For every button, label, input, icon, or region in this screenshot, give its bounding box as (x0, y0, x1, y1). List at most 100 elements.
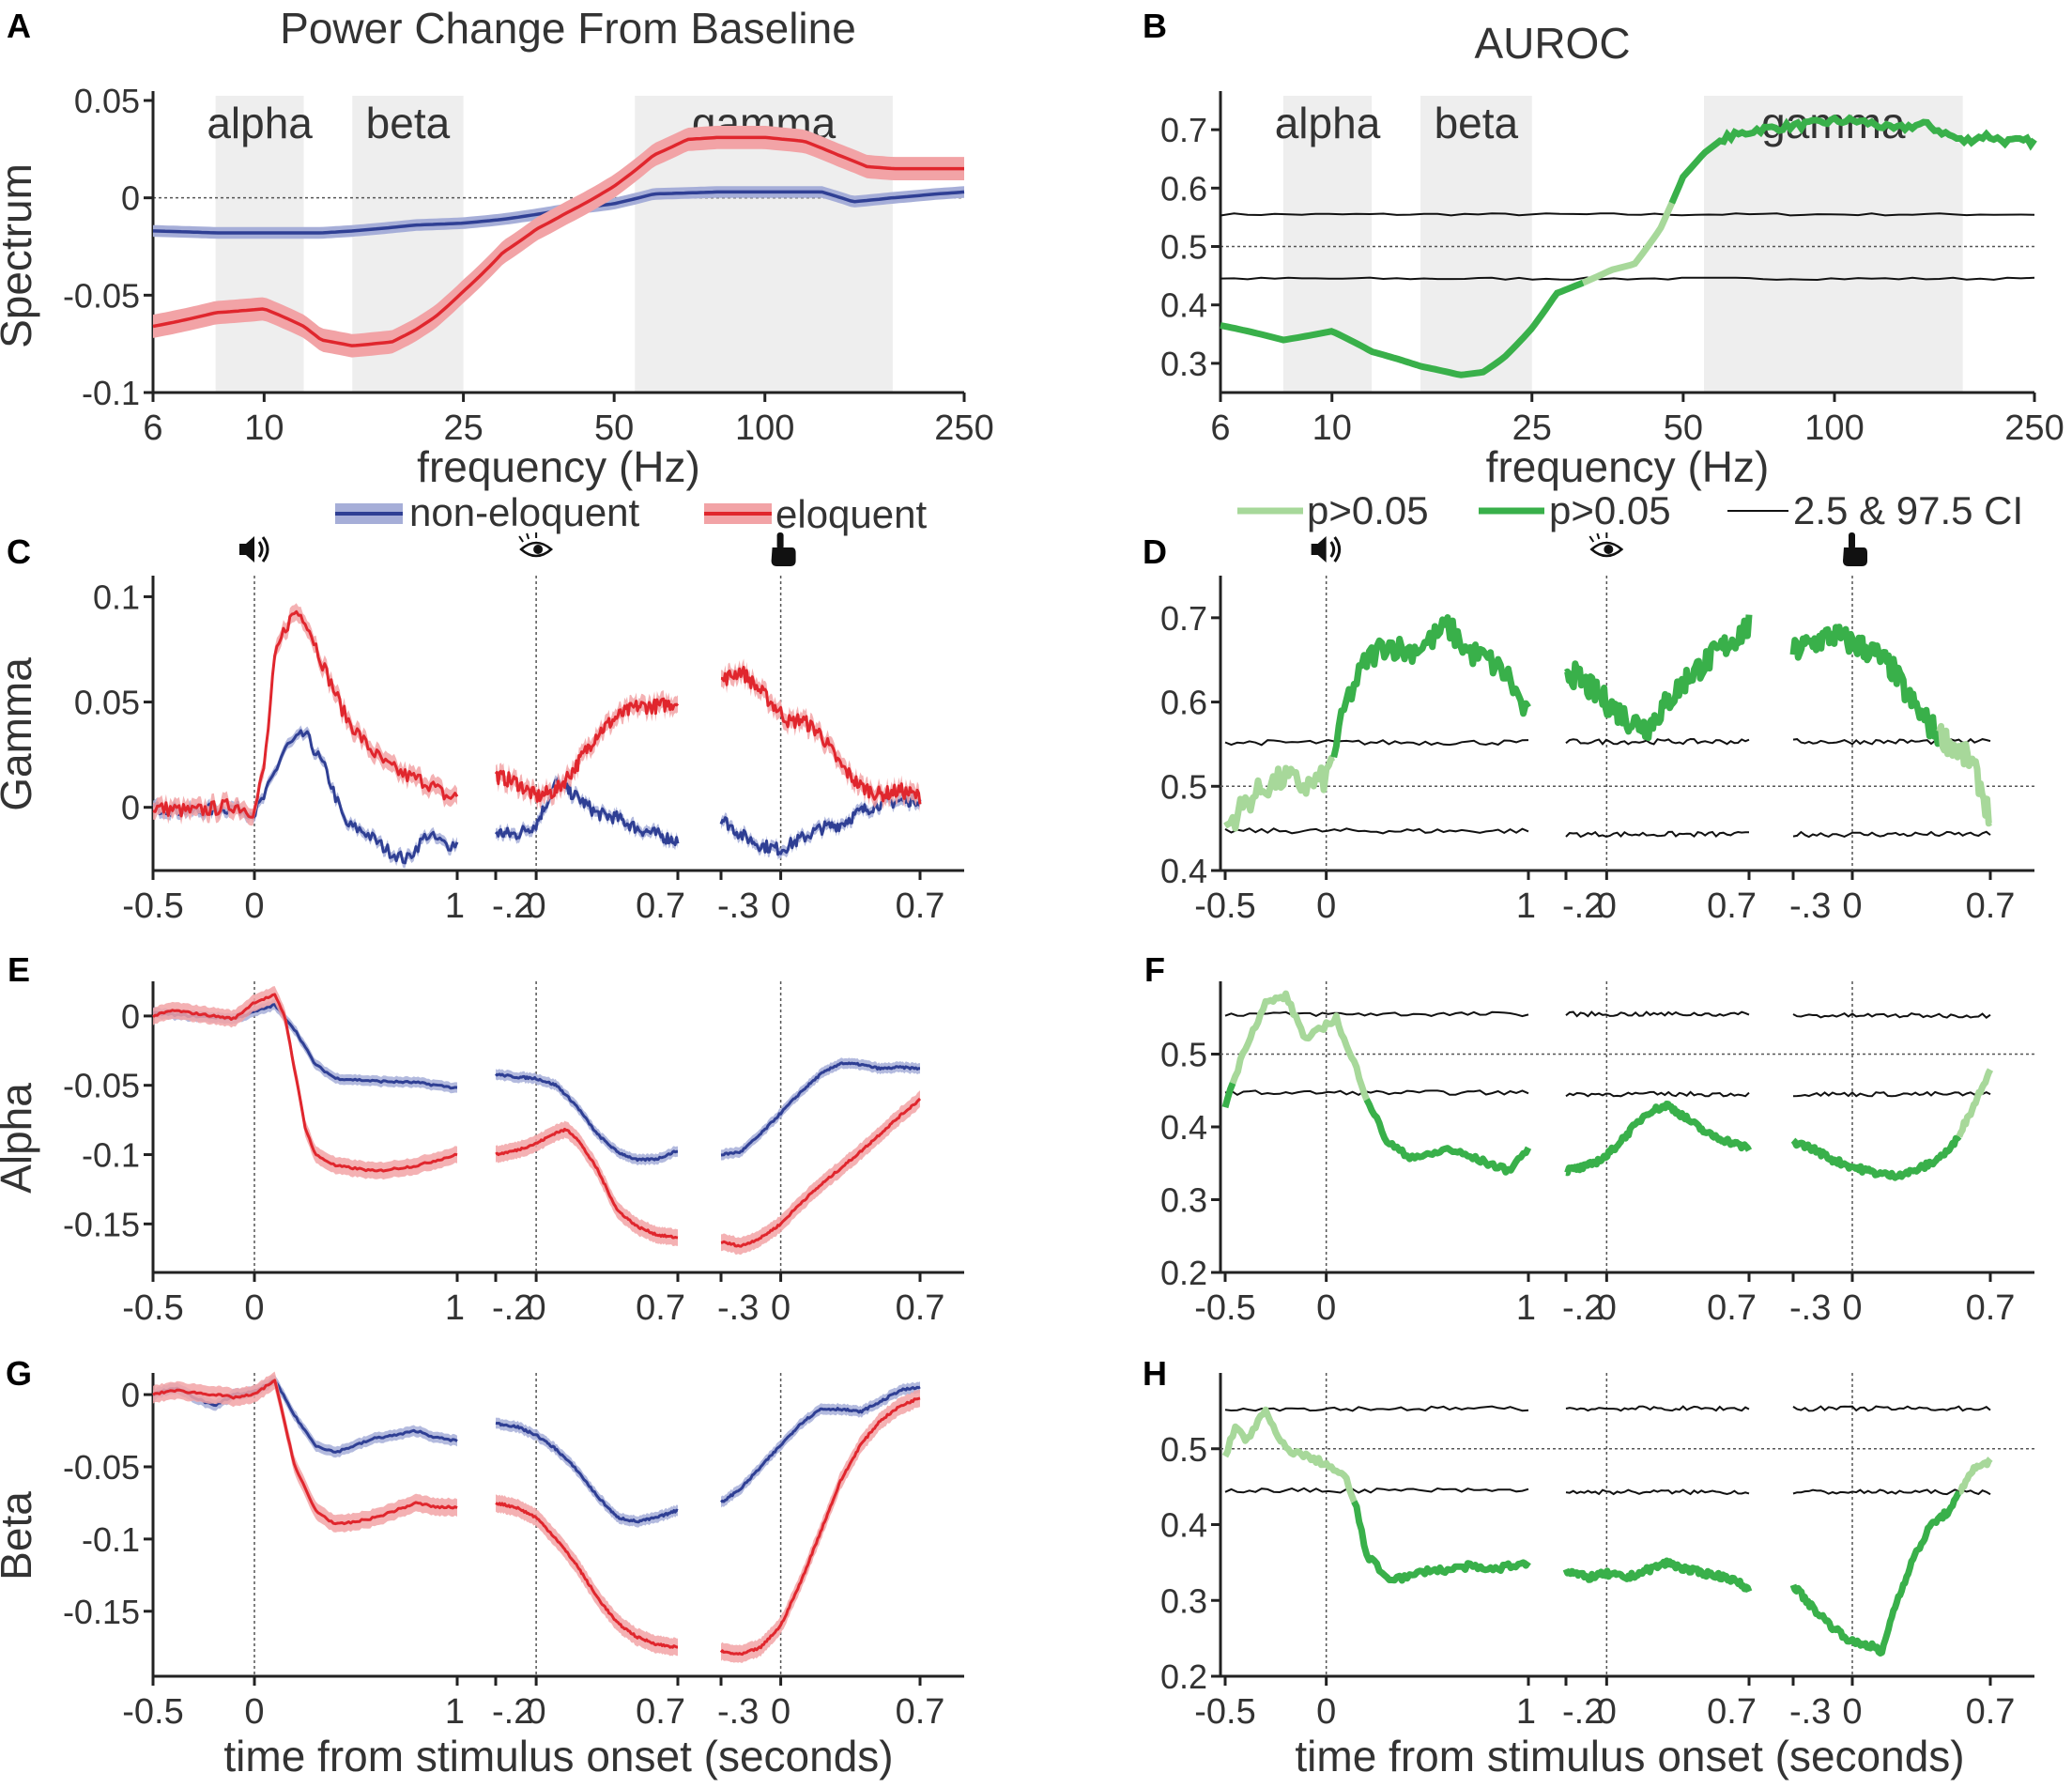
x-tick-label: 0 (244, 886, 264, 926)
y-tick-label: 0.6 (1160, 169, 1207, 208)
x-tick-label: 50 (1664, 408, 1703, 448)
x-axis-label-right: time from stimulus onset (seconds) (1295, 1732, 1964, 1780)
x-tick-label: 0 (1316, 1692, 1336, 1732)
ci-upper-line (1792, 1405, 1991, 1412)
auroc-nonsignificant-line (1957, 1457, 1993, 1496)
y-tick-label: 0 (121, 997, 140, 1036)
y-tick-label: 0.2 (1160, 1657, 1207, 1696)
x-tick-label: 0 (1842, 886, 1862, 926)
x-tick-label: -0.5 (122, 1692, 183, 1732)
x-tick-label: 250 (934, 408, 993, 448)
y-tick-label: -0.1 (82, 1136, 140, 1175)
y-tick-label: -0.15 (63, 1593, 140, 1631)
non-eloquent-line (495, 1421, 679, 1524)
x-tick-label: 0.7 (896, 886, 945, 926)
auroc-significant-line (1668, 114, 2037, 205)
gamma-band-shade (1704, 96, 1963, 393)
x-tick-label: 0 (1597, 886, 1617, 926)
y-tick-label: -0.15 (63, 1205, 140, 1243)
auroc-nonsignificant-line (1956, 1068, 1994, 1138)
ci-lower-line (1565, 830, 1749, 839)
y-axis-label: Alpha (0, 1083, 40, 1194)
x-tick-label: -0.5 (1194, 1692, 1255, 1732)
segment-3: -.3 0 0.7 (1789, 1373, 2015, 1732)
legend-nonsignificant-label: p>0.05 (1307, 488, 1429, 532)
x-tick-label: -.2 (1562, 1288, 1604, 1328)
x-tick-label: 50 (594, 408, 634, 448)
ci-upper-line (1224, 739, 1529, 747)
segment-1: -0.5 0 1 (1194, 981, 1536, 1328)
eloquent-line (152, 609, 459, 819)
eloquent-line (495, 1127, 679, 1240)
x-tick-label: 0.7 (1707, 886, 1757, 926)
ci-lower-line (1220, 276, 2035, 282)
segment-2: -.20 0.7 (1562, 532, 1757, 926)
x-tick-label: 6 (143, 408, 162, 448)
ci-lower-line (1792, 1090, 1991, 1098)
x-tick-label: 0 (1597, 1288, 1617, 1328)
x-tick-label: 1 (1516, 1288, 1536, 1328)
beta-band-shade (1420, 96, 1532, 393)
eloquent-error-band (721, 1389, 920, 1663)
x-tick-label: 10 (244, 408, 284, 448)
segment-3: -.3 0 0.7 (717, 981, 944, 1328)
x-tick-label: 0.7 (636, 1288, 685, 1328)
segment-1: -0.5 0 1 (1194, 536, 1536, 926)
segment-1: -0.5 0 1 (122, 536, 465, 926)
x-tick-label: -.2 (492, 1692, 533, 1732)
x-tick-label: 0.7 (636, 886, 685, 926)
x-tick-label: -.3 (1789, 886, 1831, 926)
auroc-significant-line (1351, 1500, 1531, 1584)
y-tick-label: 0.7 (1160, 111, 1207, 149)
eloquent-error-band (721, 1090, 920, 1256)
x-tick-label: 1 (1516, 886, 1536, 926)
x-tick-label: 0.7 (1707, 1288, 1757, 1328)
ci-lower-line (1224, 827, 1529, 835)
ci-lower-line (1565, 1488, 1750, 1496)
auroc-significant-line (1564, 1101, 1753, 1177)
x-tick-label: 0 (527, 1692, 546, 1732)
x-tick-label: 1 (445, 1288, 465, 1328)
panel-label-F: F (1144, 950, 1165, 989)
segment-3: -.3 0 0.7 (717, 1373, 944, 1732)
y-axis-label: Beta (0, 1491, 40, 1580)
eloquent-error-band (496, 1494, 678, 1657)
eye-icon (518, 532, 554, 558)
x-tick-label: 6 (1210, 408, 1230, 448)
ci-lower-line (1792, 1488, 1991, 1496)
segment-1: -0.5 0 1 (1194, 1373, 1536, 1732)
x-tick-label: 0 (527, 1288, 546, 1328)
y-tick-label: 0.4 (1160, 286, 1207, 325)
x-tick-label: -0.5 (1194, 1288, 1255, 1328)
segment-3: -.3 0 0.7 (1789, 981, 2015, 1328)
auroc-significant-line (1220, 279, 1585, 378)
panel-label-A: A (7, 7, 31, 45)
eloquent-error-band (153, 986, 457, 1180)
beta-band-label: beta (366, 99, 451, 147)
non-eloquent-line (720, 1385, 921, 1503)
y-tick-label: -0.1 (82, 1520, 140, 1559)
eye-icon (1589, 532, 1624, 558)
segment-2: -.20 0.7 (1562, 1373, 1757, 1732)
x-tick-label: -.3 (717, 886, 759, 926)
ci-upper-line (1224, 1010, 1529, 1018)
y-tick-label: 0.4 (1160, 852, 1207, 890)
x-tick-label: 0 (1597, 1692, 1617, 1732)
non-eloquent-line (494, 1072, 679, 1163)
eloquent-line (152, 1379, 458, 1526)
auroc-significant-line (1789, 1489, 1962, 1657)
y-tick-label: 0.3 (1160, 1581, 1207, 1620)
segment-2: -.20 0.7 (492, 532, 685, 926)
y-tick-label: 0.05 (74, 82, 140, 120)
panel-F: 0.50.40.30.2-0.5 0 1 -.20 0.7 -.3 0 0.7 (1160, 981, 2034, 1328)
x-tick-label: 1 (1516, 1692, 1536, 1732)
x-tick-label: -0.5 (122, 886, 183, 926)
legend-significant-label: p>0.05 (1549, 488, 1671, 532)
segment-2: -.20 0.7 (492, 981, 685, 1328)
panel-H: 0.50.40.30.2-0.5 0 1 -.20 0.7 -.3 0 0.7 (1160, 1373, 2034, 1732)
